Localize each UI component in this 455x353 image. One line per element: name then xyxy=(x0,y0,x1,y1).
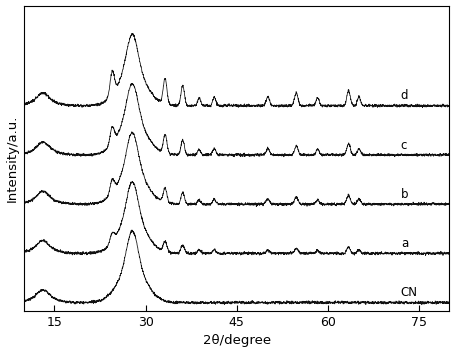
Text: CN: CN xyxy=(401,286,418,299)
Text: c: c xyxy=(401,138,407,151)
Text: a: a xyxy=(401,237,408,250)
X-axis label: 2θ/degree: 2θ/degree xyxy=(203,334,271,347)
Text: b: b xyxy=(401,188,408,201)
Y-axis label: Intensity/a.u.: Intensity/a.u. xyxy=(5,115,19,202)
Text: d: d xyxy=(401,89,408,102)
